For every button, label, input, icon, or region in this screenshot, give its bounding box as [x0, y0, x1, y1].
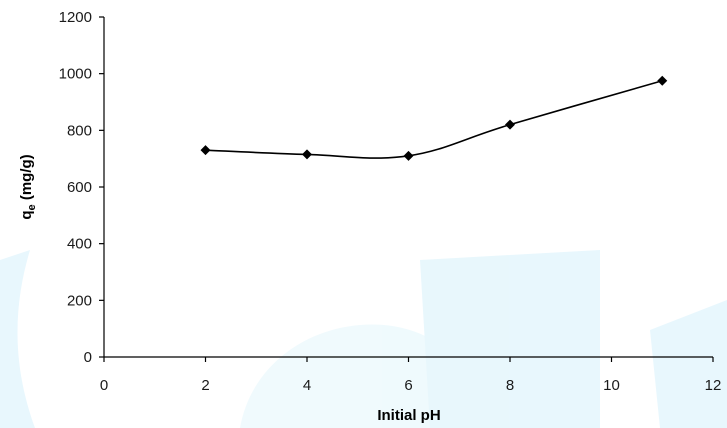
series-line	[205, 79, 663, 159]
y-axis-title: qe (mg/g)	[18, 154, 38, 219]
y-tick-label: 600	[67, 179, 92, 196]
x-axis-title: Initial pH	[377, 407, 440, 424]
data-point-marker	[403, 150, 414, 161]
x-tick-label: 6	[404, 377, 412, 394]
series-markers	[200, 75, 668, 161]
x-tick-label: 2	[201, 377, 209, 394]
y-tick-label: 0	[84, 349, 92, 366]
x-tick-label: 10	[603, 377, 620, 394]
x-tick-label: 12	[705, 377, 722, 394]
x-tick-label: 0	[100, 377, 108, 394]
watermark	[0, 250, 727, 428]
x-axis-ticks: 0 2 4 6 8 10 12	[100, 357, 722, 394]
data-point-marker	[302, 149, 312, 160]
y-tick-label: 1000	[59, 66, 92, 83]
x-tick-label: 8	[506, 377, 514, 394]
y-tick-label: 800	[67, 122, 92, 139]
data-point-marker	[657, 75, 668, 86]
y-tick-label: 1200	[59, 9, 92, 26]
y-tick-label: 400	[67, 236, 92, 253]
y-axis-title-main: q	[18, 210, 35, 219]
data-point-marker	[200, 145, 211, 156]
x-tick-label: 4	[303, 377, 311, 394]
data-point-marker	[505, 119, 515, 130]
y-axis-title-subscript: e	[26, 204, 38, 210]
y-tick-label: 200	[67, 292, 92, 309]
y-axis-title-unit: (mg/g)	[18, 154, 35, 204]
y-axis-ticks: 0 200 400 600 800 1000 1200	[59, 9, 104, 366]
